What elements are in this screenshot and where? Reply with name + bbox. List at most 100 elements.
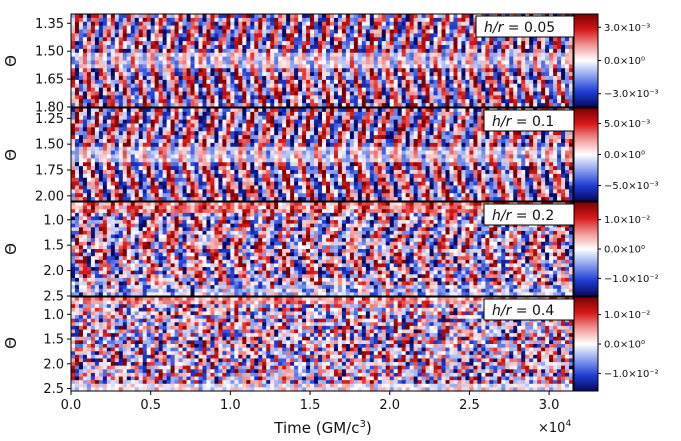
heatmap-cell xyxy=(166,14,172,19)
heatmap-cell xyxy=(353,131,359,136)
heatmap-cell xyxy=(421,33,427,38)
heatmap-cell xyxy=(345,33,351,38)
heatmap-cell xyxy=(242,150,247,156)
heatmap-cell xyxy=(325,21,331,27)
heatmap-cell xyxy=(545,91,550,96)
heatmap-cell xyxy=(533,158,538,163)
heatmap-cell xyxy=(429,21,435,27)
heatmap-cell xyxy=(170,21,176,27)
heatmap-cell xyxy=(258,139,263,144)
heatmap-cell xyxy=(306,68,311,73)
heatmap-cell xyxy=(425,127,431,132)
heatmap-cell xyxy=(178,87,184,93)
heatmap-cell xyxy=(286,123,291,128)
heatmap-cell xyxy=(469,119,474,125)
heatmap-cell xyxy=(294,29,299,34)
heatmap-cell xyxy=(393,37,399,42)
heatmap-cell xyxy=(557,135,562,140)
heatmap-cell xyxy=(258,111,263,117)
heatmap-cell xyxy=(90,115,96,121)
heatmap-cell xyxy=(465,123,471,128)
heatmap-cell xyxy=(437,37,443,42)
heatmap-cell xyxy=(381,14,387,19)
heatmap-cell xyxy=(71,166,76,171)
heatmap-cell xyxy=(357,146,363,152)
heatmap-cell xyxy=(194,127,200,132)
heatmap-cell xyxy=(505,95,510,100)
heatmap-cell xyxy=(71,135,76,140)
heatmap-cell xyxy=(505,87,510,93)
heatmap-cell xyxy=(210,111,216,117)
heatmap-cell xyxy=(238,33,243,38)
heatmap-cell xyxy=(270,108,275,113)
heatmap-cell xyxy=(318,142,323,148)
heatmap-cell xyxy=(549,135,554,140)
heatmap-cell xyxy=(314,150,319,156)
heatmap-cell xyxy=(206,146,212,152)
heatmap-cell xyxy=(389,142,395,148)
heatmap-cell xyxy=(457,142,463,148)
heatmap-cell xyxy=(266,150,271,156)
heatmap-cell xyxy=(449,72,455,77)
heatmap-cell xyxy=(134,87,140,93)
heatmap-cell xyxy=(162,48,168,54)
heatmap-cell xyxy=(106,45,112,50)
heatmap-cell xyxy=(553,135,558,140)
heatmap-cell xyxy=(477,76,482,81)
heatmap-cell xyxy=(258,87,263,93)
heatmap-cell xyxy=(182,64,188,69)
heatmap-cell xyxy=(401,139,407,144)
heatmap-cell xyxy=(234,127,239,132)
heatmap-cell xyxy=(461,45,467,50)
heatmap-cell xyxy=(341,135,347,140)
heatmap-cell xyxy=(122,146,128,152)
heatmap-cell xyxy=(114,103,120,108)
heatmap-cell xyxy=(513,131,518,136)
heatmap-cell xyxy=(202,103,208,108)
heatmap-cell xyxy=(190,131,196,136)
heatmap-cell xyxy=(290,33,295,38)
heatmap-cell xyxy=(214,166,220,171)
heatmap-cell xyxy=(353,64,359,69)
heatmap-cell xyxy=(174,33,180,38)
heatmap-cell xyxy=(298,87,303,93)
heatmap-cell xyxy=(409,91,415,96)
heatmap-cell xyxy=(102,103,108,108)
heatmap-cell xyxy=(202,115,208,121)
heatmap-cell xyxy=(381,17,387,23)
heatmap-cell xyxy=(262,119,267,125)
heatmap-cell xyxy=(110,154,116,159)
heatmap-cell xyxy=(373,115,379,121)
heatmap-cell xyxy=(306,14,311,19)
heatmap-cell xyxy=(341,158,347,163)
heatmap-cell xyxy=(178,56,184,62)
heatmap-cell xyxy=(162,146,168,152)
heatmap-cell xyxy=(413,123,419,128)
heatmap-cell xyxy=(266,68,271,73)
heatmap-cell xyxy=(417,95,423,100)
heatmap-cell xyxy=(322,162,327,167)
heatmap-cell xyxy=(166,72,172,77)
heatmap-cell xyxy=(298,99,303,104)
heatmap-cell xyxy=(473,115,478,121)
heatmap-cell xyxy=(150,154,156,159)
heatmap-cell xyxy=(349,111,355,117)
heatmap-cell xyxy=(421,37,427,42)
heatmap-cell xyxy=(246,142,251,148)
heatmap-cell xyxy=(222,87,227,93)
heatmap-cell xyxy=(218,115,223,121)
heatmap-cell xyxy=(126,166,132,171)
heatmap-cell xyxy=(98,64,104,69)
heatmap-cell xyxy=(94,162,100,167)
heatmap-cell xyxy=(533,162,538,167)
heatmap-cell xyxy=(78,158,84,163)
heatmap-cell xyxy=(150,158,156,163)
heatmap-cell xyxy=(246,48,251,54)
heatmap-cell xyxy=(110,56,116,62)
heatmap-cell xyxy=(425,103,431,108)
heatmap-cell xyxy=(182,52,188,58)
heatmap-cell xyxy=(170,14,176,19)
heatmap-cell xyxy=(194,150,200,156)
heatmap-cell xyxy=(310,119,315,125)
heatmap-cell xyxy=(162,64,168,69)
